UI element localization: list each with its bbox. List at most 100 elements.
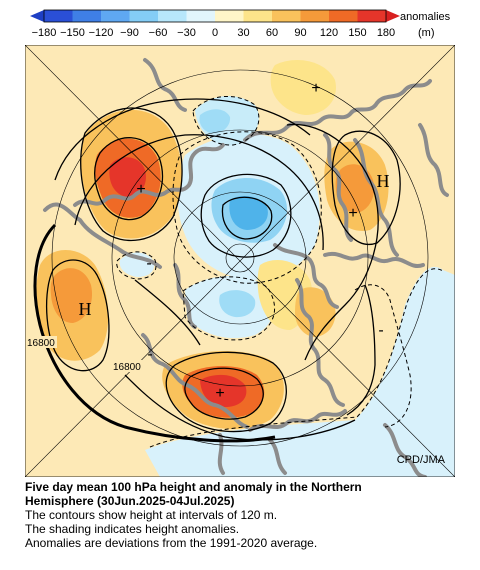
dashed-contour — [354, 284, 412, 428]
colorbar-tick: 60 — [266, 27, 278, 39]
colorbar-swatch — [357, 10, 386, 22]
latitude-circle — [173, 191, 307, 325]
dashed-contour — [192, 95, 260, 146]
contour-label: 16800 — [27, 338, 55, 349]
caption-line: Anomalies are deviations from the 1991-2… — [25, 536, 318, 550]
colorbar-tick: −30 — [177, 27, 196, 39]
figure-caption: Five day mean 100 hPa height and anomaly… — [25, 480, 465, 550]
coastline — [295, 278, 345, 407]
coastline — [243, 79, 432, 142]
negative-core — [219, 290, 256, 318]
minus-mark: - — [378, 322, 383, 339]
latitude-circle — [111, 129, 369, 387]
colorbar-swatch — [272, 10, 301, 22]
contour-label: 16800 — [113, 362, 141, 373]
meridian — [25, 45, 455, 477]
colorbar-swatch — [72, 10, 101, 22]
colorbar-swatch — [215, 10, 244, 22]
high-label: H — [377, 171, 390, 191]
colorbar-tick: −180 — [32, 27, 57, 39]
coastline — [173, 263, 197, 329]
latitude-circles — [51, 69, 429, 447]
positive-region — [50, 268, 93, 323]
plus-mark: + — [311, 80, 320, 97]
latitude-circle — [51, 69, 429, 447]
colorbar-tick: 150 — [348, 27, 366, 39]
dashed-contour — [116, 251, 157, 280]
coastline — [323, 251, 425, 269]
plus-mark: + — [215, 385, 224, 402]
credit-label: CPD/JMA — [397, 454, 446, 466]
positive-region — [109, 157, 146, 197]
high-label: H — [79, 299, 92, 319]
colorbar-unit: (m) — [418, 27, 435, 39]
caption-line: The contours show height at intervals of… — [25, 508, 278, 522]
anomaly-colorbar: −180 −150 −120 −90 −60 −30 0 30 60 90 12… — [30, 9, 451, 39]
height-contour — [93, 137, 163, 221]
height-contour — [221, 196, 273, 240]
positive-region — [270, 60, 336, 115]
colorbar-swatch — [300, 10, 329, 22]
height-contours — [54, 98, 401, 441]
height-contour — [331, 130, 401, 246]
coastline — [43, 202, 162, 269]
positive-region — [295, 287, 336, 337]
contour-label-bg — [25, 336, 57, 348]
contour-16800-inner — [45, 259, 110, 372]
caption-title-line2: Hemisphere (30Jun.2025-04Jul.2025) — [25, 494, 235, 508]
height-contour — [54, 98, 311, 181]
colorbar-arrow-right — [386, 10, 400, 22]
strong-negative-anomaly — [199, 109, 288, 318]
positive-anomaly-shading — [35, 60, 389, 430]
colorbar-tick: −90 — [120, 27, 139, 39]
coastline — [418, 123, 449, 197]
negative-region — [145, 266, 455, 477]
minus-mark: - — [146, 255, 151, 272]
caption-title-line1: Five day mean 100 hPa height and anomaly… — [25, 480, 362, 494]
latitude-circle — [225, 243, 255, 273]
coastline — [73, 143, 225, 207]
coastline — [143, 58, 187, 112]
positive-region — [335, 164, 375, 213]
colorbar-tick: 90 — [294, 27, 306, 39]
colorbar-swatch — [243, 10, 272, 22]
colorbar-swatch — [158, 10, 187, 22]
colorbar-swatch — [101, 10, 130, 22]
dashed-contour — [172, 131, 322, 284]
height-contour — [346, 284, 376, 416]
polar-stereographic-map: + + + + - - - H H 16800 16800 CPD/JMA — [25, 45, 455, 477]
colorbar-swatch — [329, 10, 358, 22]
colorbar-tick: −60 — [149, 27, 168, 39]
colorbar-tick: 180 — [377, 27, 395, 39]
colorbar-tick: 120 — [320, 27, 338, 39]
colorbar-swatch — [44, 10, 73, 22]
height-contour — [200, 173, 292, 258]
minus-mark: - — [147, 346, 152, 363]
height-contour — [286, 123, 379, 361]
negative-core — [199, 109, 231, 134]
colorbar-tick: 0 — [212, 27, 218, 39]
coastline — [383, 423, 427, 477]
colorbar-unit-label: anomalies — [400, 11, 451, 23]
colorbar-swatches — [44, 10, 386, 22]
height-contour — [165, 351, 287, 433]
contour-16800 — [33, 223, 276, 443]
colorbar-arrow-left — [30, 10, 44, 22]
plus-mark: + — [348, 205, 357, 222]
coastline — [323, 133, 353, 242]
colorbar-tick: −150 — [60, 27, 85, 39]
coastline — [141, 333, 249, 429]
meridians — [25, 45, 455, 477]
caption-line: The shading indicates height anomalies. — [25, 522, 240, 536]
coastlines — [43, 58, 449, 477]
colorbar-tick: 30 — [237, 27, 249, 39]
colorbar-swatch — [129, 10, 158, 22]
colorbar-frame — [43, 9, 387, 23]
coastline — [353, 138, 399, 257]
coastline — [217, 433, 225, 475]
height-contour — [80, 107, 183, 242]
plus-mark: + — [136, 181, 145, 198]
coastline — [248, 409, 347, 432]
height-contour — [134, 279, 201, 346]
height-contour — [74, 134, 324, 251]
